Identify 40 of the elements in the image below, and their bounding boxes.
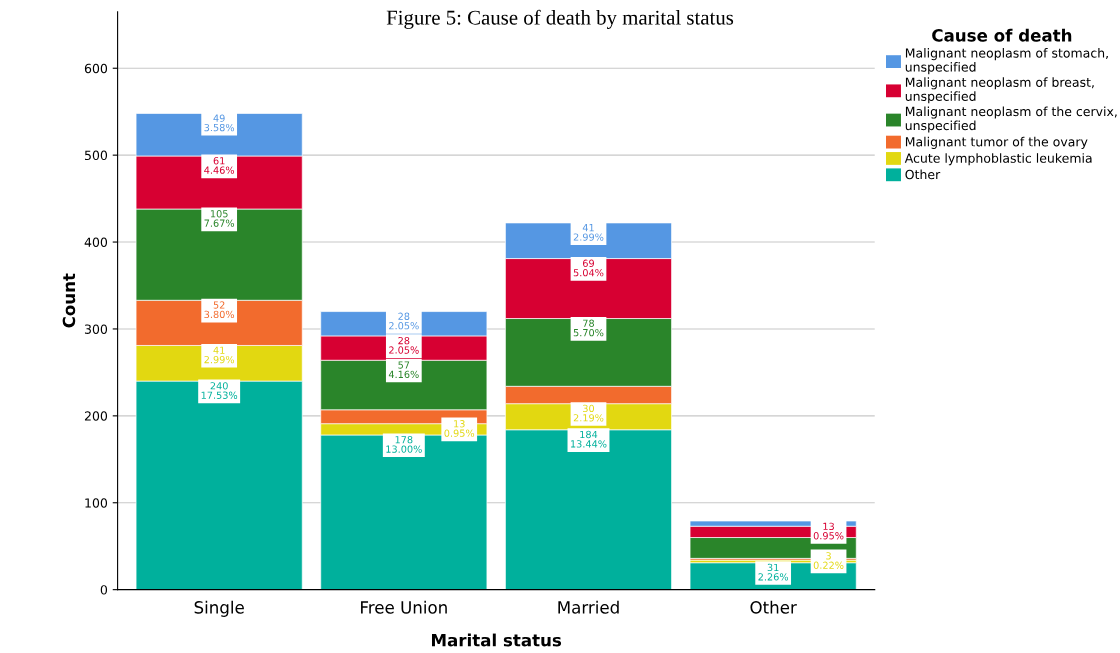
data-label: 3 0.22% [813,552,844,569]
data-label: 13 0.95% [813,522,844,540]
data-label: 52 3.80% [204,301,235,319]
legend-label: Malignant neoplasm of the cervix, unspecified [905,106,1117,133]
legend-label: Malignant neoplasm of stomach, unspecified [905,48,1108,75]
x-tick-label: Single [194,600,244,617]
data-label: 69 5.04% [573,259,604,277]
data-label: 28 2.05% [389,312,419,330]
y-tick-label: 400 [84,237,108,247]
x-axis-title: Marital status [432,633,562,647]
y-tick-label: 600 [84,63,108,74]
data-label: 105 7.67% [204,210,235,227]
data-label: 240 17.53% [201,382,238,399]
data-label: 78 5.70% [573,319,604,337]
data-label: 184 13.44% [571,430,607,448]
data-label: 41 2.99% [204,346,235,364]
x-tick-label: Married [558,600,619,614]
legend-label: Malignant neoplasm of breast, unspecified [905,77,1094,104]
data-label: 49 3.58% [204,114,235,132]
y-tick-label: 0 [100,585,108,595]
data-label: 13 0.95% [444,420,475,437]
data-label: 57 4.16% [388,361,419,379]
y-tick-label: 300 [84,324,108,334]
legend-label: Acute lymphoblastic leukemia [904,153,1092,166]
y-tick-label: 100 [85,498,108,508]
y-axis-title: Count [62,273,76,328]
legend-label: Other [905,169,941,180]
legend-title: Cause of death [932,28,1072,42]
data-label: 28 2.05% [389,336,419,354]
x-tick-label: Free Union [361,600,447,614]
chart-title: Figure 5: Cause of death by marital status [386,9,734,29]
y-tick-label: 200 [84,411,108,421]
legend-label: Malignant tumor of the ovary [905,136,1088,149]
y-tick-label: 500 [84,150,108,161]
data-label: 41 2.99% [573,224,604,241]
x-tick-label: Other [750,600,797,614]
data-label: 178 13.00% [386,436,422,453]
data-label: 31 2.26% [758,563,789,581]
data-label: 61 4.46% [204,157,235,174]
data-label: 30 2.19% [573,404,604,422]
